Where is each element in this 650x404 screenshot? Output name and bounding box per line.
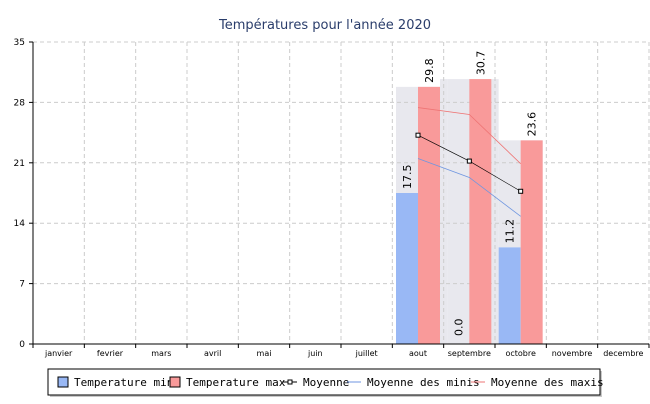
- bar-temperature-max: [520, 140, 543, 344]
- bar-temperature-min: [396, 193, 418, 344]
- moyenne-marker: [415, 132, 421, 138]
- y-tick-label: 0: [19, 340, 25, 350]
- x-tick-label: fevrier: [97, 349, 124, 358]
- line-moyenne-minis: [417, 158, 521, 217]
- x-tick-label: juillet: [355, 349, 378, 358]
- x-tick-label: septembre: [448, 349, 491, 358]
- legend-box: [47, 368, 601, 396]
- legend-label: Moyenne des maxis: [491, 376, 604, 389]
- legend-swatch-marker: [287, 379, 293, 385]
- legend-label: Temperature max: [186, 376, 286, 389]
- x-tick-label: decembre: [603, 349, 643, 358]
- bar-temperature-max: [469, 79, 492, 345]
- bar-value-label: 0.0: [452, 319, 465, 337]
- y-tick-label: 7: [19, 280, 25, 290]
- bar-value-label: 17.5: [401, 165, 414, 190]
- bar-value-label: 30.7: [474, 51, 487, 76]
- legend-swatch: [57, 376, 69, 388]
- bar-temperature-min: [498, 247, 521, 344]
- legend-label: Moyenne des minis: [367, 376, 480, 389]
- bar-value-label: 11.2: [504, 219, 517, 244]
- legend-label: Temperature min: [74, 376, 173, 389]
- x-tick-label: mai: [257, 349, 272, 358]
- x-tick-label: juin: [307, 349, 323, 358]
- legend-swatch: [169, 376, 181, 388]
- x-tick-label: aout: [409, 349, 427, 358]
- x-tick-label: octobre: [505, 349, 536, 358]
- moyenne-marker: [466, 158, 472, 164]
- bar-value-label: 29.8: [423, 58, 436, 83]
- x-tick-label: janvier: [44, 349, 73, 358]
- y-tick-label: 28: [14, 98, 26, 108]
- y-tick-label: 14: [14, 219, 26, 229]
- x-tick-label: avril: [204, 349, 221, 358]
- moyenne-marker: [518, 188, 524, 194]
- legend-label: Moyenne: [303, 376, 349, 389]
- chart-title: Températures pour l'année 2020: [218, 18, 431, 33]
- x-tick-label: novembre: [552, 349, 593, 358]
- line-moyenne-maxis: [417, 107, 521, 164]
- y-tick-label: 21: [14, 159, 25, 169]
- bar-temperature-max: [418, 86, 440, 345]
- y-tick-label: 35: [14, 38, 25, 48]
- x-tick-label: mars: [151, 349, 171, 358]
- bar-value-label: 23.6: [526, 112, 539, 137]
